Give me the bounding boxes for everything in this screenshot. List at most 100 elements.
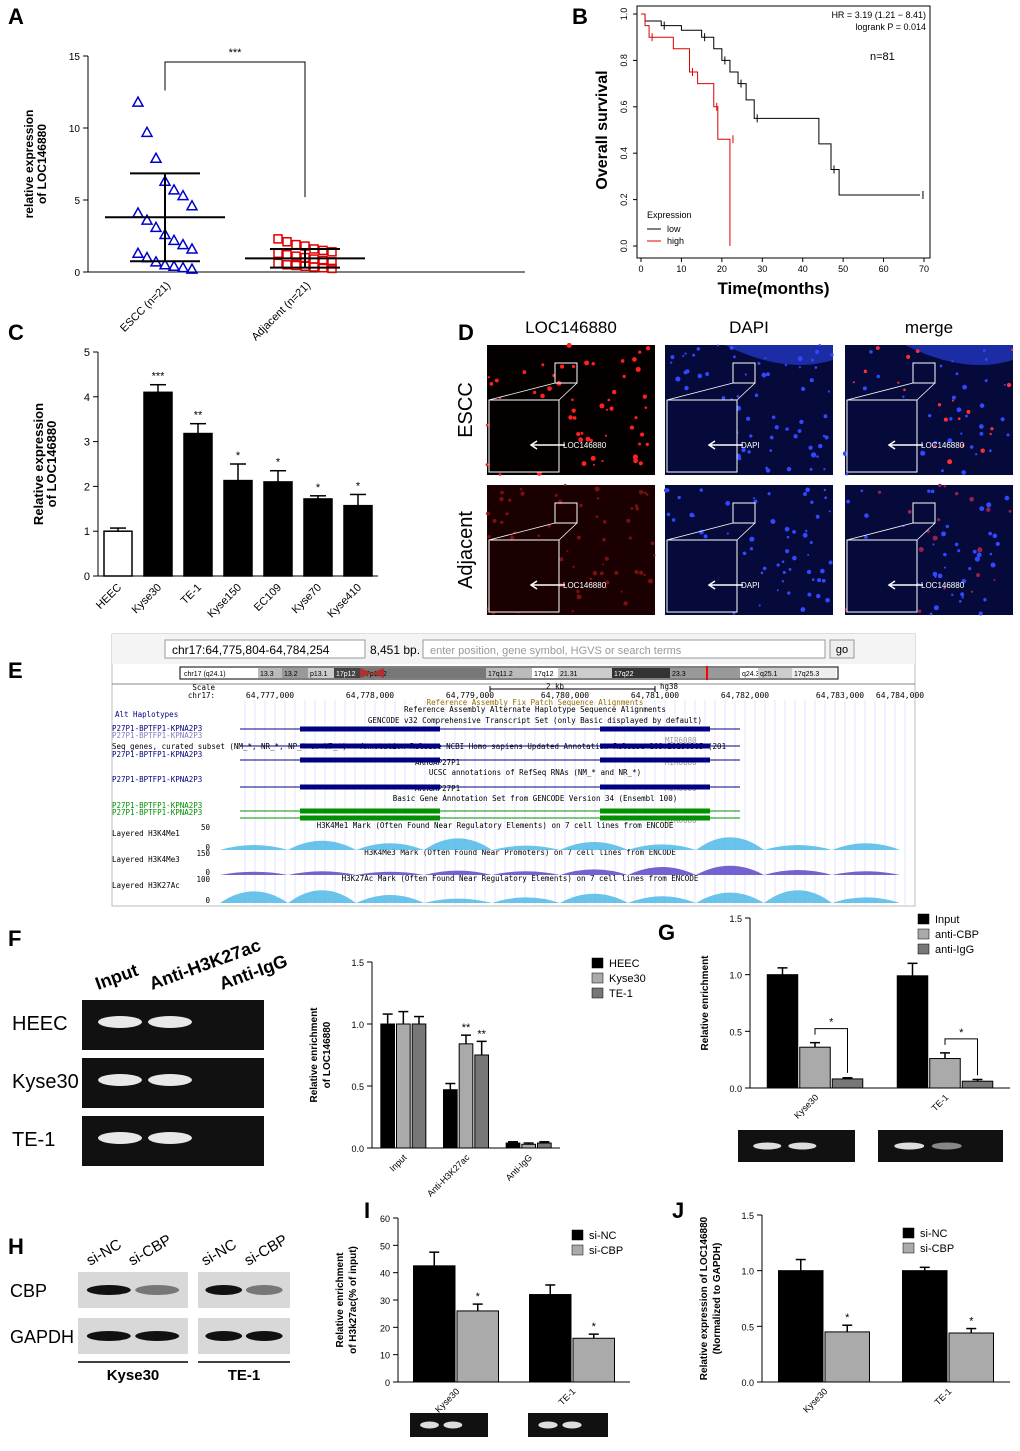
cell-signal [566,550,569,553]
y-tick-label: 0.2 [619,193,629,206]
cell-signal [807,553,810,556]
cell-signal [809,378,814,383]
y-tick-label: 0.5 [351,1082,364,1092]
cell-signal [736,395,740,398]
cell-signal [689,512,695,518]
y-axis-label: Relative enrichment [700,955,711,1051]
cell-signal [634,416,638,420]
error-bar [382,1013,393,1024]
cell-signal [683,370,688,375]
go-button[interactable] [829,639,855,659]
cell-signal [581,461,587,467]
cell-signal [611,389,617,395]
cell-signal [785,549,790,554]
cell-signal [784,526,790,532]
panel-letter: G [658,920,675,945]
error-bar [588,1333,599,1339]
cell-signal [989,449,992,453]
cell-signal [818,343,821,347]
cell-signal [842,451,848,457]
data-point [176,189,190,201]
cell-signal [692,353,696,357]
cell-signal [961,578,967,584]
track-text: GENCODE v32 Comprehensive Transcript Set… [368,716,702,725]
cell-signal [596,497,600,500]
error-bar [461,1034,471,1044]
legend-swatch [902,1227,915,1239]
cell-signal [989,552,993,556]
cell-signal [824,496,828,500]
coordinate: 64,782,000 [721,691,769,700]
exon [300,757,440,763]
x-tick-label: 60 [879,264,889,274]
significance-label: * [592,1321,597,1333]
x-tick-label: Kyse30 [801,1386,829,1414]
cell-signal [976,573,981,578]
bar [183,432,213,577]
cell-signal [864,535,868,539]
plot-frame [636,5,931,259]
comparison-bracket [814,1028,848,1073]
cell-signal [962,384,968,390]
cell-signal [682,355,685,358]
cell-signal [903,388,906,392]
error-bar [919,1266,930,1271]
cell-signal [749,547,754,551]
cell-signal [979,403,985,408]
significance-label: ** [194,410,203,422]
cell-signal [638,442,641,446]
ideogram-label: 17q22 [614,671,634,678]
cell-signal [650,541,655,546]
gel-band [420,1421,439,1429]
cell-signal [951,593,954,597]
error-bar [539,1141,550,1144]
inset [666,399,738,473]
legend-label: anti-CBP [935,929,979,941]
bar [529,1294,572,1383]
cell-signal [520,491,525,496]
track-text: P27P1-BPTFP1-KPNA2P3 [112,801,202,810]
cell-signal [489,381,494,386]
cell-signal [938,483,942,488]
cell-signal [818,443,823,449]
gel-band [753,1142,782,1150]
y-tick-label: 1.5 [729,914,742,924]
significance-label: * [356,480,361,492]
ideogram-band [258,668,282,678]
cell-signal [584,360,590,366]
coordinate: 64,781,000 [631,691,679,700]
annotation: n=81 [870,51,895,63]
cell-signal [808,445,813,450]
cell-signal [595,515,599,519]
blot-band [86,1331,131,1341]
track-text: Layered H3K27Ac [112,881,180,890]
error-bar [270,469,286,482]
zoom-lines [488,522,578,541]
significance-label: *** [229,47,243,59]
cell-signal [485,423,489,427]
search-box[interactable] [422,639,826,659]
arrow [529,440,565,450]
error-bar [523,1142,534,1145]
cell-signal [823,468,826,471]
gel-band [538,1421,558,1429]
cell-signal [499,496,504,502]
bar [303,498,333,577]
signal-track [220,837,900,850]
legend-label: si-CBP [589,1245,623,1257]
track-text: Alt Haplotypes [115,710,178,719]
cell-signal [626,518,631,523]
y-axis-label: (Normalized to GAPDH) [712,1243,723,1355]
cell-signal [918,547,924,552]
cell-signal [815,349,820,354]
x-tick-label: Kyse410 [325,582,364,621]
data-point [176,261,190,273]
cell-signal [630,506,634,510]
track-text: Reference Assembly Alternate Haplotype S… [404,705,666,714]
legend-label: si-NC [589,1230,617,1242]
cell-signal [929,612,933,616]
gel-band [98,1132,142,1144]
bar [948,1332,994,1383]
track-text: Layered H3K4Me1 [112,829,180,838]
cell-signal [941,531,946,537]
